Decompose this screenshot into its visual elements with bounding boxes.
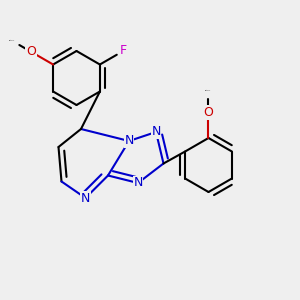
Text: O: O (204, 106, 213, 119)
Text: N: N (151, 125, 161, 139)
Text: O: O (26, 45, 36, 58)
Text: methoxy: methoxy (8, 40, 15, 41)
Text: methoxy: methoxy (206, 89, 212, 91)
Text: F: F (120, 44, 127, 58)
Text: N: N (124, 134, 134, 148)
Text: N: N (81, 191, 90, 205)
Text: N: N (133, 176, 143, 190)
